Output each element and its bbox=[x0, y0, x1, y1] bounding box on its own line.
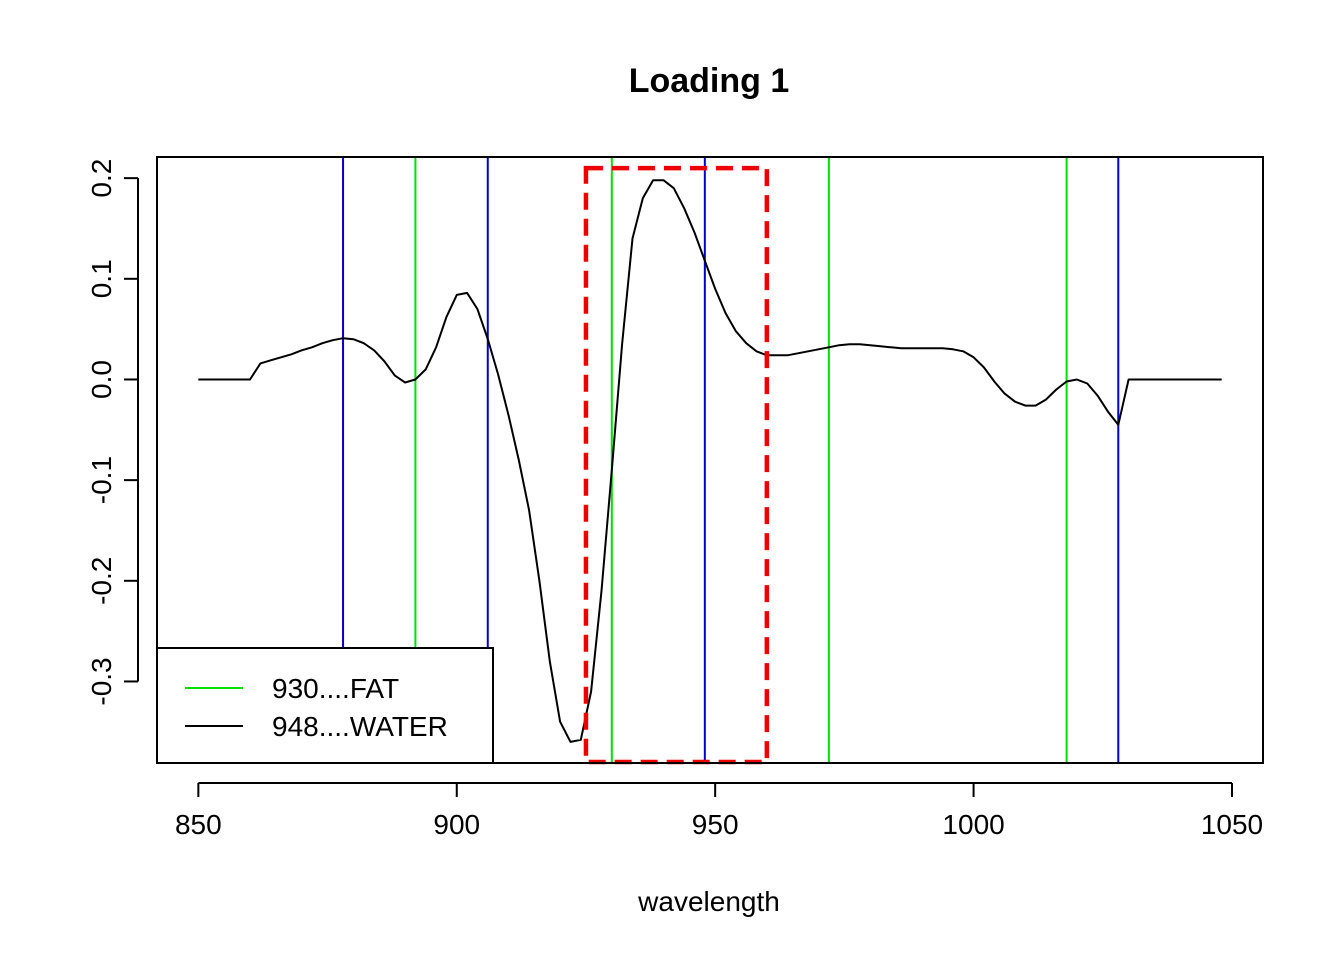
x-tick-label-1050: 1050 bbox=[1201, 809, 1263, 840]
x-axis-label: wavelength bbox=[637, 886, 780, 917]
x-tick-label-900: 900 bbox=[433, 809, 480, 840]
y-tick-label-0.1: 0.1 bbox=[86, 259, 117, 298]
x-tick-label-850: 850 bbox=[175, 809, 222, 840]
x-tick-label-950: 950 bbox=[692, 809, 739, 840]
legend-label-0: 930....FAT bbox=[272, 673, 399, 704]
plot-area: 850 900 950 1000 1050 -0.3 -0.2 -0.1 0.0 0.1 0.2 93… bbox=[86, 156, 1264, 840]
y-tick-label-0: 0.0 bbox=[86, 360, 117, 399]
chart-title: Loading 1 bbox=[629, 62, 790, 100]
y-tick-label--0.3: -0.3 bbox=[86, 657, 117, 705]
x-tick-label-1000: 1000 bbox=[942, 809, 1004, 840]
y-tick-label--0.2: -0.2 bbox=[86, 557, 117, 605]
legend-label-1: 948....WATER bbox=[272, 711, 448, 742]
highlight-region bbox=[583, 165, 770, 765]
loading-series-line bbox=[198, 179, 1222, 743]
plot-frame bbox=[156, 156, 1264, 764]
legend-box bbox=[156, 647, 494, 764]
y-tick-label-0.2: 0.2 bbox=[86, 159, 117, 198]
y-tick-label--0.1: -0.1 bbox=[86, 456, 117, 504]
